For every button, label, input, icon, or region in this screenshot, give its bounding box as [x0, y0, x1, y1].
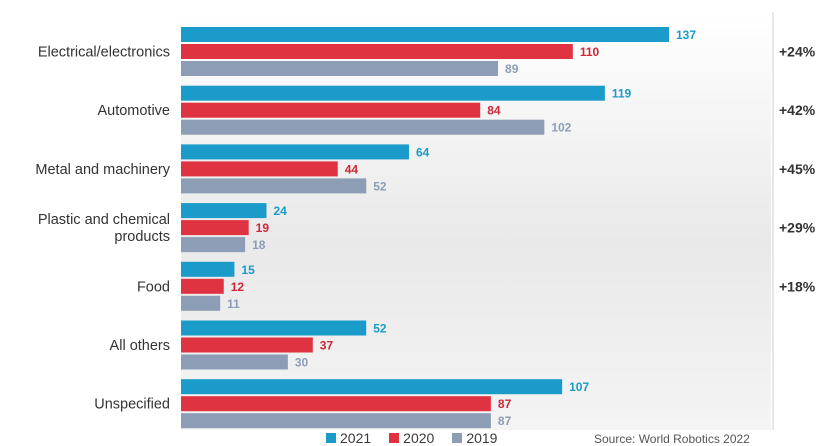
data-label-plastic-and-chemical-products-2020: 19 [256, 221, 270, 235]
data-label-unspecified-2020: 87 [498, 397, 512, 411]
legend-swatch-2021 [326, 433, 336, 443]
legend-label-2019: 2019 [466, 430, 498, 446]
category-label-automotive: Automotive [97, 103, 170, 119]
data-label-all-others-2019: 30 [295, 356, 309, 370]
data-label-automotive-2021: 119 [612, 87, 632, 101]
bar-plastic-and-chemical-products-2019 [181, 237, 246, 253]
data-label-automotive-2019: 102 [551, 121, 571, 135]
data-label-electrical-electronics-2021: 137 [676, 28, 696, 42]
bar-metal-and-machinery-2019 [181, 178, 367, 194]
category-label-metal-and-machinery: Metal and machinery [35, 162, 170, 178]
data-label-electrical-electronics-2020: 110 [580, 45, 600, 59]
bar-unspecified-2019 [181, 413, 491, 429]
data-label-unspecified-2021: 107 [569, 380, 589, 394]
bar-food-2020 [181, 278, 224, 294]
bar-electrical-electronics-2020 [181, 44, 573, 59]
data-label-plastic-and-chemical-products-2019: 18 [252, 238, 266, 252]
data-label-all-others-2021: 52 [373, 322, 387, 336]
legend-item-2019: 2019 [452, 430, 497, 446]
data-label-all-others-2020: 37 [320, 339, 334, 353]
data-label-food-2020: 12 [231, 280, 245, 294]
source-note: Source: World Robotics 2022 [594, 432, 750, 446]
data-label-unspecified-2019: 87 [498, 414, 512, 428]
category-label-all-others: All others [110, 338, 170, 354]
data-label-automotive-2020: 84 [487, 104, 501, 118]
bar-plastic-and-chemical-products-2020 [181, 220, 249, 236]
data-label-metal-and-machinery-2019: 52 [373, 179, 387, 193]
data-label-food-2019: 11 [227, 297, 240, 311]
data-label-metal-and-machinery-2021: 64 [416, 145, 430, 159]
category-label-food: Food [137, 279, 170, 295]
legend-label-2020: 2020 [403, 430, 435, 446]
legend: 2021 2020 2019 [326, 430, 497, 446]
legend-item-2021: 2021 [326, 430, 371, 446]
bar-metal-and-machinery-2021 [181, 144, 409, 160]
bar-metal-and-machinery-2020 [181, 161, 338, 177]
growth-label-food: +18% [779, 278, 816, 294]
data-label-plastic-and-chemical-products-2021: 24 [273, 204, 287, 218]
data-label-metal-and-machinery-2020: 44 [345, 162, 359, 176]
bar-electrical-electronics-2019 [181, 61, 499, 76]
legend-item-2020: 2020 [389, 430, 434, 446]
category-label-unspecified: Unspecified [94, 397, 170, 413]
growth-label-electrical-electronics: +24% [779, 44, 816, 60]
bar-food-2019 [181, 295, 221, 311]
bar-automotive-2021 [181, 85, 605, 101]
bar-unspecified-2021 [181, 379, 563, 395]
growth-label-plastic-and-chemical-products: +29% [779, 220, 816, 236]
bar-all-others-2020 [181, 337, 313, 353]
legend-swatch-2020 [389, 433, 400, 443]
legend-label-2021: 2021 [340, 430, 372, 446]
growth-label-metal-and-machinery: +45% [779, 161, 816, 177]
bar-plastic-and-chemical-products-2021 [181, 203, 267, 219]
data-label-food-2021: 15 [241, 263, 255, 277]
bar-automotive-2020 [181, 102, 481, 118]
bar-automotive-2019 [181, 119, 545, 135]
category-label-electrical-electronics: Electrical/electronics [38, 45, 170, 61]
bar-all-others-2019 [181, 354, 288, 370]
legend-swatch-2019 [452, 433, 463, 443]
category-label-plastic-and-chemical-products: Plastic and chemical [38, 212, 170, 228]
data-label-electrical-electronics-2019: 89 [505, 62, 519, 76]
bar-electrical-electronics-2021 [181, 27, 669, 42]
bar-unspecified-2020 [181, 396, 491, 412]
growth-label-automotive: +42% [779, 102, 816, 118]
bar-all-others-2021 [181, 320, 367, 336]
bar-food-2021 [181, 261, 235, 277]
category-label-plastic-and-chemical-products: products [114, 229, 170, 245]
